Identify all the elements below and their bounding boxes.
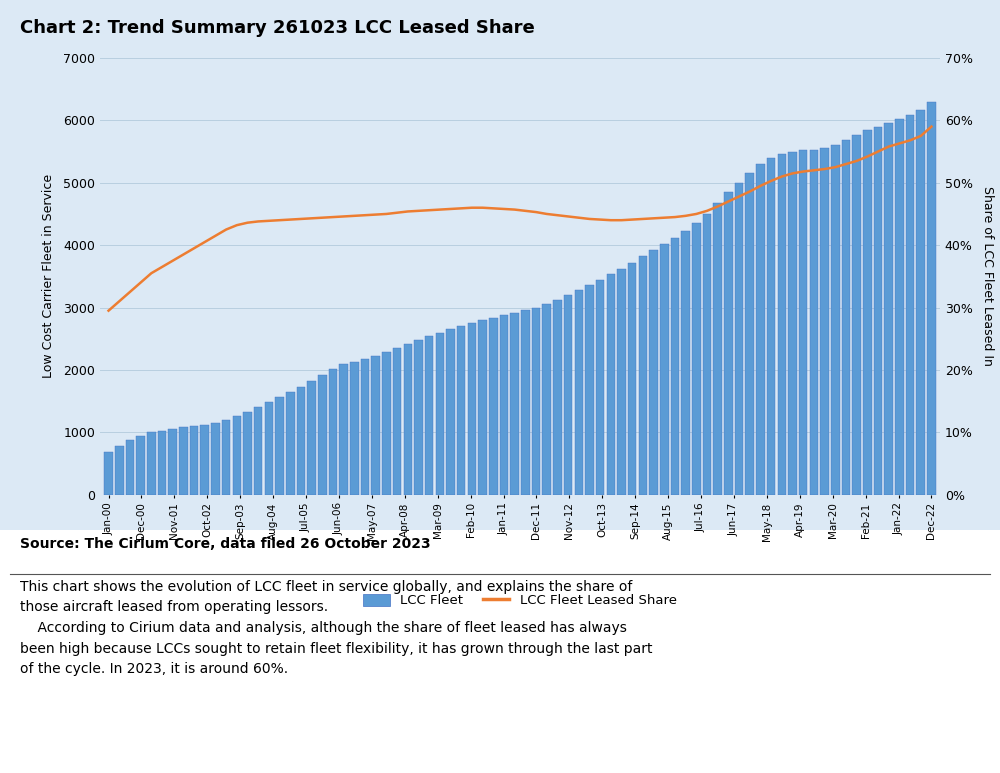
Bar (275, 397, 284, 495)
Bar (147, 432, 156, 495)
Bar (842, 141, 850, 495)
Bar (810, 150, 818, 495)
Bar (115, 446, 124, 495)
Bar (243, 412, 252, 495)
Bar (510, 312, 519, 495)
Bar (607, 274, 615, 495)
Bar (222, 420, 230, 495)
Bar (617, 269, 626, 495)
Bar (778, 154, 786, 495)
Bar (478, 320, 487, 495)
Bar (863, 131, 872, 495)
Bar (884, 123, 893, 495)
Bar (831, 145, 840, 495)
Bar (425, 336, 433, 495)
Bar (371, 356, 380, 495)
Bar (542, 304, 551, 495)
Bar (852, 135, 861, 495)
Bar (446, 329, 455, 495)
Bar (916, 111, 925, 495)
Bar (500, 315, 508, 495)
Bar (414, 340, 423, 495)
Bar (799, 150, 807, 495)
Bar (585, 285, 594, 495)
Bar (190, 426, 198, 495)
Bar (382, 352, 391, 495)
Bar (126, 441, 134, 495)
Bar (489, 318, 498, 495)
Bar (713, 203, 722, 495)
Bar (265, 403, 273, 495)
Bar (735, 182, 743, 495)
Bar (158, 431, 166, 495)
Bar (521, 310, 530, 495)
Bar (436, 332, 444, 495)
Bar (788, 152, 797, 495)
Bar (596, 280, 604, 495)
Bar (233, 416, 241, 495)
Bar (649, 250, 658, 495)
Bar (307, 381, 316, 495)
Bar (329, 369, 337, 495)
Bar (906, 115, 914, 495)
Bar (553, 300, 562, 495)
Y-axis label: Low Cost Carrier Fleet in Service: Low Cost Carrier Fleet in Service (42, 174, 55, 379)
Bar (179, 427, 188, 495)
Bar (200, 425, 209, 495)
Bar (575, 290, 583, 495)
Y-axis label: Share of LCC Fleet Leased In: Share of LCC Fleet Leased In (981, 186, 994, 366)
Bar (895, 119, 904, 495)
Bar (767, 158, 775, 495)
Legend: LCC Fleet, LCC Fleet Leased Share: LCC Fleet, LCC Fleet Leased Share (358, 588, 682, 612)
Bar (361, 359, 369, 495)
Bar (254, 407, 262, 495)
Bar (927, 101, 936, 495)
Bar (532, 308, 540, 495)
Bar (350, 362, 359, 495)
Bar (457, 325, 465, 495)
Bar (104, 452, 113, 495)
Bar (393, 348, 401, 495)
Text: Chart 2: Trend Summary 261023 LCC Leased Share: Chart 2: Trend Summary 261023 LCC Leased… (20, 19, 535, 37)
Bar (660, 244, 669, 495)
Bar (671, 237, 679, 495)
Bar (286, 393, 295, 495)
Bar (724, 192, 733, 495)
Bar (692, 223, 701, 495)
Bar (339, 364, 348, 495)
Bar (820, 148, 829, 495)
Bar (874, 127, 882, 495)
Text: This chart shows the evolution of LCC fleet in service globally, and explains th: This chart shows the evolution of LCC fl… (20, 580, 652, 676)
Bar (297, 387, 305, 495)
Bar (468, 322, 476, 495)
Bar (168, 429, 177, 495)
Text: Source: The Cirium Core, data filed 26 October 2023: Source: The Cirium Core, data filed 26 O… (20, 537, 431, 551)
Bar (564, 295, 572, 495)
Bar (136, 436, 145, 495)
Bar (404, 344, 412, 495)
Bar (703, 214, 711, 495)
Bar (628, 263, 636, 495)
Bar (681, 231, 690, 495)
Bar (639, 257, 647, 495)
Bar (211, 423, 220, 495)
Bar (756, 164, 765, 495)
Bar (318, 375, 327, 495)
Bar (745, 173, 754, 495)
